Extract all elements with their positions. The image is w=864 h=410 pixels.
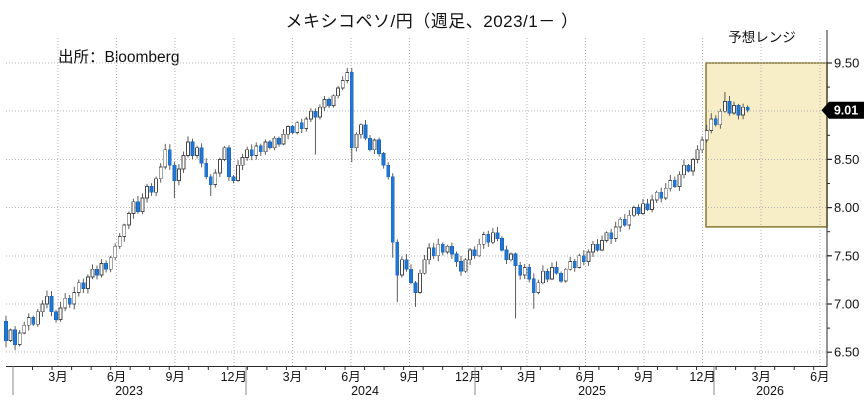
chart-title: メキシコペソ/円（週足、2023/1－ ）	[285, 12, 579, 31]
forecast-range-box	[705, 62, 828, 228]
svg-text:6月: 6月	[576, 370, 595, 384]
y-axis: 9.50 8.50 8.00 7.50 7.00 6.50	[827, 56, 859, 360]
axes	[6, 30, 828, 368]
svg-text:12月: 12月	[221, 370, 247, 384]
svg-text:6月: 6月	[810, 370, 829, 384]
svg-text:2025: 2025	[578, 384, 606, 398]
svg-text:12月: 12月	[689, 370, 715, 384]
candles	[4, 67, 750, 351]
svg-text:2023: 2023	[115, 384, 143, 398]
svg-text:12月: 12月	[455, 370, 481, 384]
svg-text:3月: 3月	[751, 370, 770, 384]
svg-text:3月: 3月	[48, 370, 67, 384]
svg-text:2026: 2026	[756, 384, 784, 398]
svg-text:6.50: 6.50	[834, 345, 859, 360]
svg-text:7.50: 7.50	[834, 248, 859, 263]
svg-text:7.00: 7.00	[834, 297, 859, 312]
svg-text:6月: 6月	[107, 370, 126, 384]
svg-text:8.50: 8.50	[834, 152, 859, 167]
svg-text:3月: 3月	[283, 370, 302, 384]
price-badge: 9.01	[821, 101, 864, 119]
svg-text:9.01: 9.01	[834, 104, 858, 118]
svg-text:8.00: 8.00	[834, 200, 859, 215]
svg-text:9.50: 9.50	[834, 56, 859, 71]
svg-text:9月: 9月	[400, 370, 419, 384]
svg-text:9月: 9月	[165, 370, 184, 384]
svg-text:9月: 9月	[634, 370, 653, 384]
source-attribution: 出所：Bloomberg	[58, 49, 180, 66]
gridlines	[6, 38, 827, 367]
svg-text:2024: 2024	[351, 384, 379, 398]
svg-text:6月: 6月	[341, 370, 360, 384]
forecast-range-label: 予想レンジ	[728, 30, 796, 45]
svg-text:3月: 3月	[517, 370, 536, 384]
